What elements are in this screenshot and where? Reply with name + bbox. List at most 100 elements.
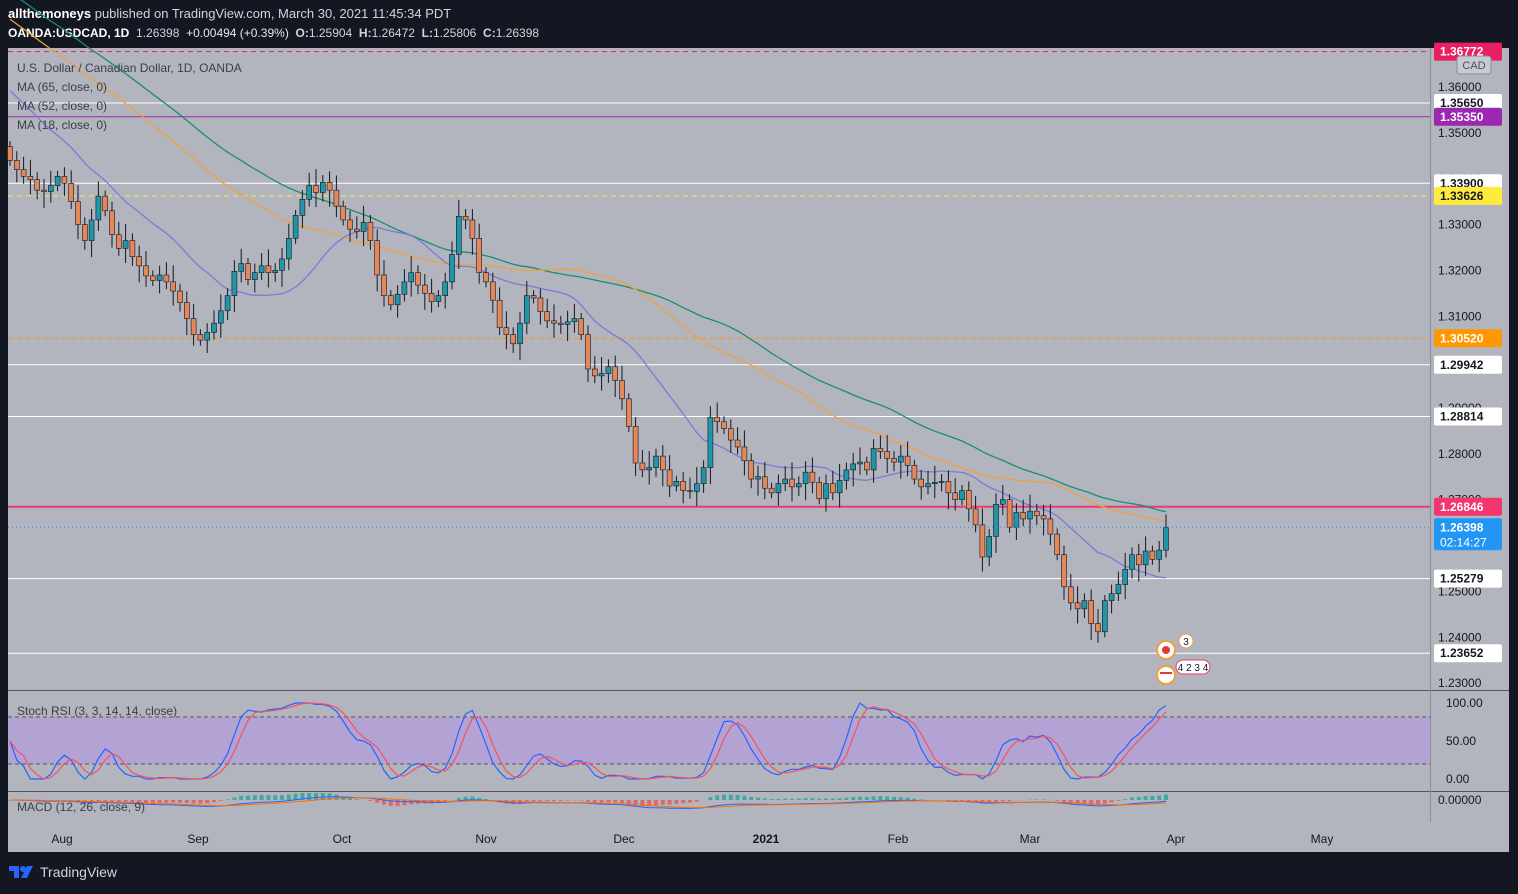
level-label-bg <box>1434 186 1502 205</box>
down-candle <box>829 483 836 494</box>
macd-bar <box>1096 800 1100 805</box>
macd-legend[interactable]: MACD (12, 26, close, 9) <box>17 800 145 814</box>
author-name[interactable]: allthemoneys <box>8 6 92 21</box>
footer-brand[interactable]: TradingView <box>8 864 117 880</box>
high-label: H: <box>358 26 372 40</box>
up-candle <box>1163 526 1169 551</box>
down-candle <box>734 439 741 448</box>
stoch-tick: 50.00 <box>1446 734 1476 748</box>
price-tick-label: 1.33000 <box>1438 218 1482 232</box>
currency-badge-text: CAD <box>1462 60 1485 72</box>
macd-bar <box>470 796 475 800</box>
down-candle <box>313 185 319 193</box>
macd-bar <box>382 800 386 805</box>
macd-bar <box>96 800 101 802</box>
down-candle <box>428 293 435 302</box>
brand-name: TradingView <box>40 864 118 880</box>
macd-bar <box>953 800 958 802</box>
macd-bar <box>790 798 794 800</box>
macd-bar <box>184 800 189 803</box>
us-flag-icon[interactable] <box>1156 665 1176 685</box>
macd-bar <box>586 800 590 802</box>
down-candle <box>184 302 190 319</box>
macd-bar <box>395 800 400 806</box>
macd-bar <box>640 800 645 807</box>
up-candle <box>1013 512 1020 528</box>
down-candle <box>150 275 156 281</box>
down-candle <box>136 256 142 267</box>
down-candle <box>741 446 748 462</box>
macd-bar <box>1109 800 1114 803</box>
ma18-legend[interactable]: MA (18, close, 0) <box>17 118 107 132</box>
macd-bar <box>994 800 998 803</box>
macd-bar <box>620 800 624 803</box>
calendar-events[interactable]: 3 4 2 3 4 <box>1156 633 1211 685</box>
down-candle <box>245 263 251 280</box>
macd-bar <box>273 795 278 800</box>
macd-bar <box>545 800 550 802</box>
date-tick-label: Nov <box>475 832 496 846</box>
event-count-badge[interactable] <box>1178 633 1194 649</box>
open-label: O: <box>295 26 309 40</box>
candles <box>7 141 1169 643</box>
down-candle <box>353 228 360 232</box>
moving-averages <box>9 0 1167 579</box>
stoch-rsi-lines <box>9 702 1167 780</box>
down-candle <box>1061 554 1067 588</box>
down-candle <box>530 295 537 299</box>
macd-bar <box>252 795 257 800</box>
stoch-band <box>8 717 1430 764</box>
tradingview-logo-icon <box>9 866 33 878</box>
level-label-bg <box>1434 329 1502 348</box>
macd-signal-line <box>10 797 1167 809</box>
up-candle <box>252 272 258 280</box>
date-tick-label: Dec <box>613 832 634 846</box>
macd-bar <box>552 800 556 802</box>
up-candle <box>394 293 401 306</box>
up-candle <box>564 321 571 325</box>
macd-bar <box>110 800 114 802</box>
level-label: 1.33900 <box>1440 176 1484 190</box>
down-candle <box>1040 515 1047 520</box>
macd-bar <box>1130 797 1134 800</box>
up-candle <box>449 254 455 283</box>
down-candle <box>714 416 721 423</box>
ma-line-65 <box>20 0 1167 513</box>
up-candle <box>47 185 54 192</box>
up-candle <box>1102 600 1108 633</box>
macd-bar <box>783 798 788 800</box>
level-label: 1.35350 <box>1440 110 1484 124</box>
macd-bar <box>647 800 652 807</box>
down-candle <box>143 265 149 277</box>
macd-bar <box>150 800 155 804</box>
macd-bar <box>824 798 828 800</box>
time-axis[interactable] <box>8 822 1509 852</box>
stoch-rsi-legend[interactable]: Stoch RSI (3, 3, 14, 14, close) <box>17 704 177 718</box>
stoch-d-line <box>9 702 1167 780</box>
down-candle <box>680 481 687 491</box>
macd-bar <box>756 797 760 800</box>
level-label-bg <box>1434 644 1502 663</box>
main-pane[interactable] <box>8 48 1430 690</box>
macd-bar <box>205 800 210 804</box>
ma65-legend[interactable]: MA (65, close, 0) <box>17 80 107 94</box>
up-candle <box>319 182 326 193</box>
up-candle <box>1115 584 1122 594</box>
event-count-badge-lower[interactable] <box>1175 659 1211 675</box>
date-tick-label: Sep <box>187 832 209 846</box>
symbol-info: OANDA:USDCAD, 1D 1.26398 +0.00494 (+0.39… <box>8 26 539 40</box>
macd-bar <box>960 800 964 801</box>
down-candle <box>816 481 823 500</box>
down-candle <box>374 240 381 276</box>
ma52-legend[interactable]: MA (52, close, 0) <box>17 99 107 113</box>
macd-bar <box>905 797 910 800</box>
change-text: +0.00494 (+0.39%) <box>186 26 289 40</box>
macd-bar <box>293 793 298 800</box>
macd-bar <box>892 796 896 800</box>
low-value: 1.25806 <box>432 26 477 40</box>
macd-bar <box>898 797 903 800</box>
down-candle <box>170 281 176 292</box>
currency-badge[interactable] <box>1456 55 1492 75</box>
macd-bar <box>1062 800 1066 803</box>
